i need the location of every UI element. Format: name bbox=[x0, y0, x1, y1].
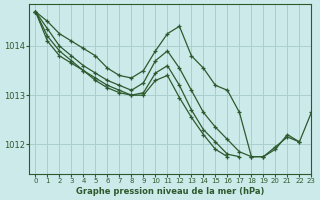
X-axis label: Graphe pression niveau de la mer (hPa): Graphe pression niveau de la mer (hPa) bbox=[76, 187, 265, 196]
